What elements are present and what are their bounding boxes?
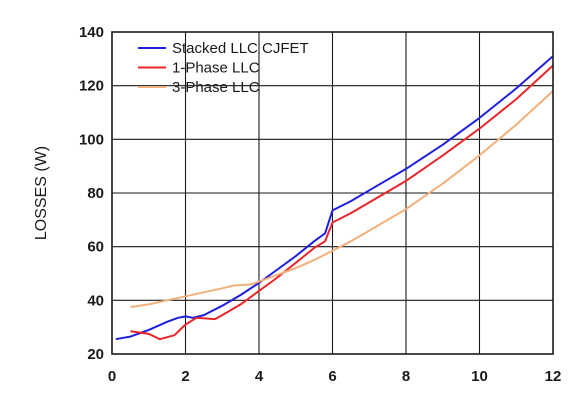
x-tick-label: 0	[108, 368, 116, 385]
x-tick-label: 2	[181, 368, 189, 385]
x-axis-ticks: 0 2 4 6 8 10 12	[108, 368, 562, 385]
x-tick-label: 10	[471, 368, 488, 385]
legend-label: 3-Phase LLC	[172, 79, 260, 96]
y-tick-label: 80	[87, 185, 104, 202]
x-tick-label: 8	[402, 368, 410, 385]
y-tick-label: 140	[79, 24, 104, 41]
y-tick-label: 20	[87, 346, 104, 363]
y-tick-label: 40	[87, 292, 104, 309]
x-tick-label: 6	[328, 368, 336, 385]
grid-lines	[112, 32, 553, 354]
y-axis-ticks: 20 40 60 80 100 120 140	[79, 24, 104, 363]
y-tick-label: 120	[79, 78, 104, 95]
y-axis-label: LOSSES (W)	[33, 146, 50, 240]
legend: Stacked LLC CJFET 1-Phase LLC 3-Phase LLC	[138, 40, 309, 96]
series-layer	[115, 55, 554, 341]
legend-label: 1-Phase LLC	[172, 60, 260, 77]
series-line-3	[130, 90, 554, 308]
x-tick-label: 4	[255, 368, 264, 385]
series-line-2	[130, 64, 554, 341]
series-line-1	[115, 55, 554, 341]
plot-frame	[111, 31, 554, 355]
y-tick-label: 60	[87, 239, 104, 256]
y-tick-label: 100	[79, 131, 104, 148]
x-tick-label: 12	[545, 368, 562, 385]
legend-label: Stacked LLC CJFET	[172, 40, 309, 57]
